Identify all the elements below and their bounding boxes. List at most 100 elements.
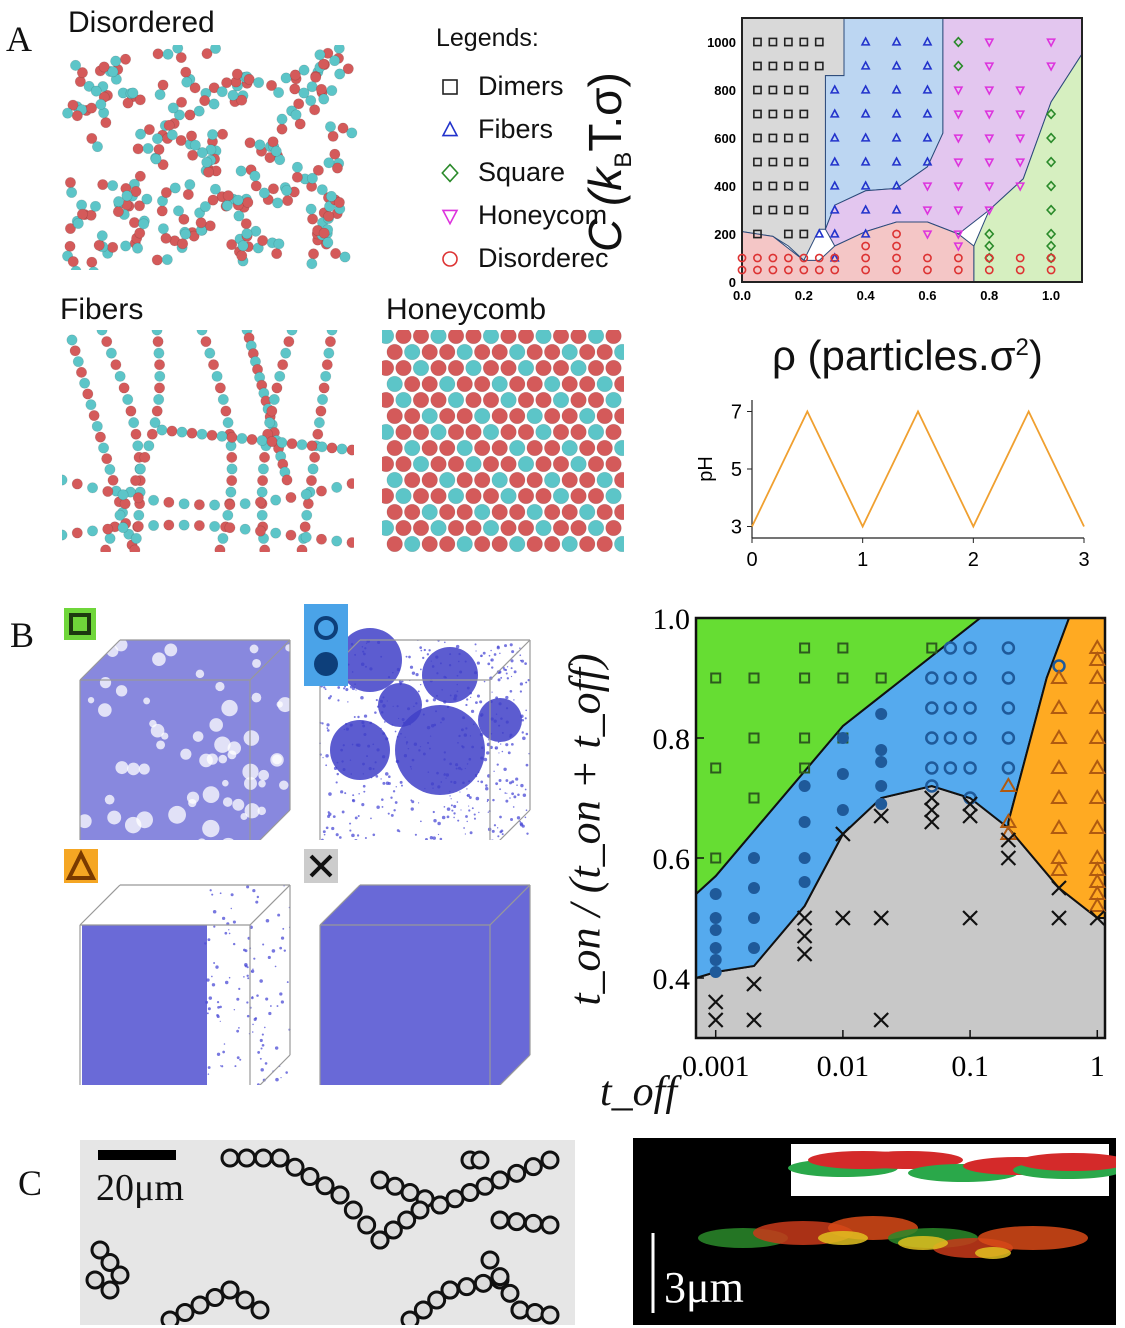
particle-red — [382, 391, 395, 409]
a-phase-point-triangle-down — [953, 110, 964, 120]
b-phase-xtick: 1 — [1090, 1050, 1105, 1083]
a-phase-xlabel-sup: 2 — [1015, 334, 1029, 361]
gas-particle — [375, 698, 378, 702]
particle-cyan — [270, 494, 282, 506]
a-phase-point-diamond — [1046, 132, 1057, 144]
fibers-label: Fibers — [60, 293, 144, 326]
b-phase-point — [747, 942, 760, 954]
gas-particle — [493, 770, 495, 773]
particle-red — [306, 440, 318, 452]
particle-cyan — [270, 527, 282, 539]
a-phase-point-diamond — [1046, 108, 1057, 120]
gas-particle — [332, 815, 336, 819]
particle-cyan — [306, 172, 318, 184]
a-phase-point-diamond — [1046, 240, 1057, 252]
particle-red — [266, 79, 278, 91]
a-phase-point-square — [783, 181, 793, 191]
particle-cyan — [76, 199, 88, 211]
particle-cyan — [173, 109, 185, 121]
a-phase-point-triangle-down — [1046, 38, 1057, 48]
gas-particle — [476, 694, 481, 698]
gas-particle — [217, 1006, 220, 1009]
particle-cyan — [104, 463, 116, 475]
particle-red — [257, 475, 269, 487]
b-phase-point — [799, 642, 811, 654]
gas-particle — [501, 833, 504, 836]
gas-particle — [286, 981, 289, 984]
gas-particle — [504, 644, 508, 648]
gas-particle — [211, 983, 216, 987]
void-hole — [244, 803, 260, 819]
particle-red — [132, 520, 144, 532]
particle-red — [386, 503, 403, 521]
particle-cyan — [208, 98, 220, 110]
void-hole — [240, 812, 248, 820]
particle-red — [439, 439, 456, 457]
gas-particle — [256, 994, 259, 997]
gas-particle — [219, 892, 222, 895]
particle-cyan — [482, 519, 500, 537]
gas-particle — [432, 810, 435, 814]
particle-red — [544, 439, 561, 457]
colloid-bead — [490, 1267, 510, 1287]
particle-red — [404, 503, 421, 521]
triangle-down-icon — [441, 209, 459, 225]
a-phase-point-circle — [1015, 253, 1025, 263]
gas-particle — [247, 977, 250, 980]
b-phase-point — [747, 882, 760, 894]
particle-red — [76, 208, 88, 220]
gas-particle — [267, 955, 271, 960]
a-phase-point-triangle-up — [922, 60, 933, 70]
particle-red — [579, 439, 596, 457]
particle-red — [302, 498, 314, 510]
particle-red — [257, 235, 269, 247]
colloid-bead — [383, 1220, 403, 1240]
a-phase-point-triangle-up — [891, 180, 902, 190]
particle-red — [605, 330, 622, 345]
gas-particle — [328, 812, 332, 816]
particle-cyan — [232, 194, 244, 206]
gas-particle — [335, 781, 338, 784]
cube-edge — [79, 639, 121, 681]
b-phase-point — [1001, 731, 1016, 745]
gas-particle — [475, 796, 480, 801]
particle-cyan — [587, 330, 605, 345]
gas-particle — [216, 1001, 220, 1004]
particle-red — [614, 407, 624, 425]
gas-particle — [525, 709, 527, 712]
a-phase-point-triangle-down — [1015, 182, 1026, 192]
particle-red — [552, 519, 570, 537]
particle-cyan — [88, 266, 99, 270]
particle-cyan — [172, 45, 184, 54]
gas-particle — [509, 797, 511, 799]
gas-particle — [492, 798, 495, 802]
particle-cyan — [222, 417, 234, 429]
particle-red — [132, 492, 144, 504]
a-phase-point-triangle-up — [829, 132, 840, 142]
particle-cyan — [173, 205, 185, 217]
particle-red — [561, 375, 578, 393]
particle-red — [187, 149, 199, 161]
gas-particle — [349, 829, 352, 832]
particle-red — [289, 83, 301, 95]
particle-red — [157, 79, 169, 91]
particle-cyan — [323, 347, 335, 359]
a-phase-point-triangle-up — [922, 36, 933, 46]
particle-cyan — [107, 180, 119, 192]
a-phase-point-triangle-down — [953, 242, 964, 252]
particle-red — [421, 535, 438, 552]
particle-red — [285, 529, 297, 541]
particle-red — [386, 343, 403, 361]
particle-red — [570, 391, 587, 409]
particle-red — [156, 205, 168, 217]
particle-red — [291, 171, 303, 183]
gas-particle — [320, 838, 324, 840]
particle-red — [544, 407, 561, 425]
gas-particle — [496, 827, 499, 829]
particle-red — [283, 336, 295, 348]
gas-particle — [205, 1000, 209, 1004]
gas-particle — [429, 836, 434, 840]
particle-red — [552, 359, 570, 377]
particle-cyan — [90, 85, 102, 97]
gas-particle — [410, 799, 413, 802]
